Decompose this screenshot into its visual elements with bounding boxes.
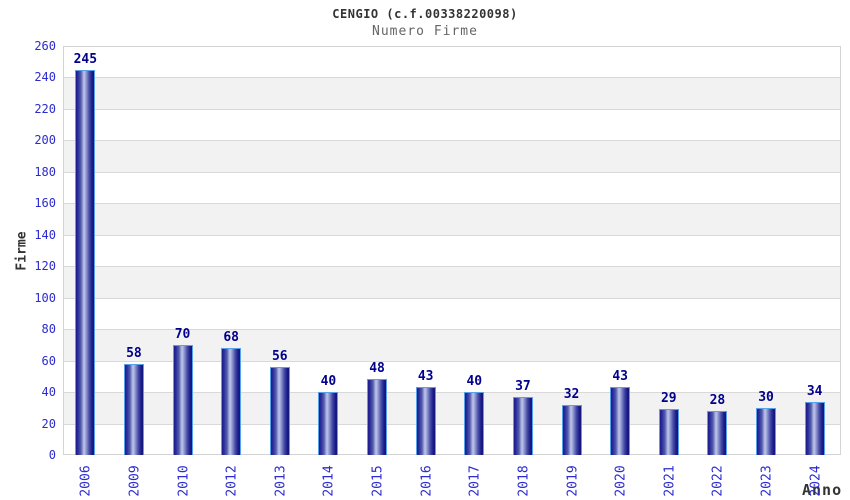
y-tick-label: 40 — [41, 385, 56, 400]
x-tick-label: 2013 — [273, 465, 289, 497]
bar-value-label: 37 — [515, 378, 531, 394]
bar-value-label: 56 — [271, 348, 288, 364]
plot-area — [63, 46, 841, 455]
plot-band — [64, 203, 840, 235]
y-axis-label: Firme — [14, 231, 30, 271]
gridline — [64, 392, 840, 394]
bar-2023 — [756, 407, 777, 455]
gridline — [64, 108, 840, 110]
bar-2016 — [415, 387, 436, 455]
bar-value-label: 43 — [612, 369, 629, 385]
y-tick-label: 140 — [34, 227, 56, 242]
x-tick-label: 2015 — [370, 465, 386, 497]
bar-value-label: 43 — [417, 369, 434, 385]
bar-2024 — [804, 401, 825, 455]
x-tick-label: 2022 — [710, 465, 726, 497]
bar-value-label: 58 — [126, 345, 142, 361]
gridline — [64, 234, 840, 236]
gridline — [64, 329, 840, 331]
bar-value-label: 68 — [223, 330, 240, 346]
y-tick-label: 260 — [34, 39, 56, 53]
gridline — [64, 266, 840, 268]
gridline — [64, 77, 840, 79]
x-tick-label: 2014 — [321, 465, 337, 497]
x-tick-label: 2021 — [662, 465, 678, 497]
bar-value-label: 30 — [758, 389, 774, 405]
x-tick-label: 2009 — [127, 465, 143, 497]
bar-value-label: 40 — [466, 374, 483, 390]
bar-value-label: 32 — [563, 386, 580, 402]
gridline — [64, 171, 840, 173]
y-tick-label: 80 — [41, 322, 56, 337]
bar-2020 — [610, 387, 631, 455]
x-tick-label: 2006 — [78, 465, 94, 497]
gridline — [64, 423, 840, 425]
bar-value-label: 34 — [806, 383, 823, 399]
bar-2015 — [367, 379, 388, 455]
gridline — [64, 297, 840, 299]
y-tick-label: 0 — [48, 448, 56, 462]
bar-value-label: 245 — [73, 51, 98, 67]
gridline — [64, 203, 840, 205]
bar-2018 — [512, 396, 533, 455]
bar-2010 — [172, 344, 193, 455]
bar-2017 — [464, 392, 485, 455]
bar-value-label: 29 — [660, 391, 677, 407]
bar-value-label: 48 — [369, 361, 385, 377]
gridline — [64, 140, 840, 142]
y-tick-label: 220 — [34, 101, 56, 116]
y-tick-label: 60 — [41, 353, 56, 368]
y-tick-label: 160 — [34, 196, 56, 211]
x-tick-label: 2012 — [224, 465, 240, 497]
plot-band — [64, 266, 840, 298]
x-tick-label: 2024 — [808, 465, 824, 497]
y-tick-label: 100 — [34, 290, 56, 305]
plot-band — [64, 140, 840, 172]
bar-value-label: 70 — [174, 326, 191, 342]
x-tick-label: 2019 — [565, 465, 581, 497]
x-tick-label: 2017 — [467, 465, 483, 497]
bar-2006 — [75, 69, 96, 455]
y-tick-label: 20 — [41, 416, 56, 431]
bar-value-label: 28 — [709, 392, 726, 408]
bar-2021 — [658, 409, 679, 455]
x-tick-label: 2023 — [759, 465, 775, 497]
bar-2012 — [221, 348, 242, 455]
plot-band — [64, 329, 840, 361]
x-tick-label: 2020 — [613, 465, 629, 497]
bar-2014 — [318, 392, 339, 455]
chart-subtitle: Numero Firme — [372, 24, 478, 39]
bar-value-label: 40 — [320, 374, 337, 390]
plot-band — [64, 77, 840, 109]
x-axis-label: Anno — [802, 481, 843, 499]
bar-2019 — [561, 404, 582, 455]
bar-2009 — [123, 363, 144, 455]
x-tick-label: 2016 — [419, 465, 435, 497]
bar-2022 — [707, 410, 728, 455]
gridline — [64, 360, 840, 362]
bar-2013 — [269, 366, 290, 455]
x-tick-label: 2018 — [516, 465, 532, 497]
x-tick-label: 2010 — [176, 465, 192, 497]
y-tick-label: 120 — [34, 259, 56, 274]
y-tick-label: 180 — [34, 164, 56, 179]
y-tick-label: 240 — [34, 70, 56, 85]
y-tick-label: 200 — [34, 133, 56, 148]
chart-title: CENGIO (c.f.00338220098) — [332, 7, 518, 21]
